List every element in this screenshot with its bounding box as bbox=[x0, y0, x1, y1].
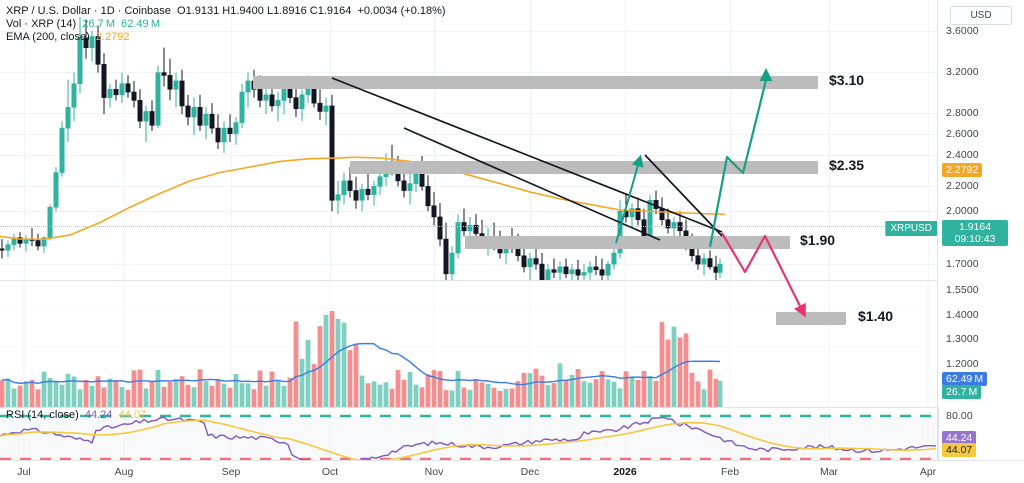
price-zone-box[interactable] bbox=[350, 161, 818, 174]
rsi-pane bbox=[0, 407, 1024, 460]
time-tick-label[interactable]: Feb bbox=[720, 466, 740, 478]
gridline-vertical bbox=[24, 0, 25, 280]
legend-sep-2: · bbox=[117, 5, 122, 17]
price-tick-label: 2.6000 bbox=[946, 128, 979, 140]
price-tick-label: 3.6000 bbox=[946, 25, 979, 37]
time-tick-label[interactable]: Dec bbox=[520, 466, 540, 478]
price-tick-label: 3.2000 bbox=[946, 66, 979, 78]
price-axis[interactable]: USD 3.6000 3.2000 2.8000 2.6000 2.4000 2.2000… bbox=[937, 0, 1024, 460]
rsi-legend-name[interactable]: RSI (14, close) bbox=[6, 409, 79, 421]
legend-sep-1: · bbox=[93, 5, 98, 17]
last-price-tag[interactable]: 1.9164 09:10:43 bbox=[942, 220, 1008, 246]
ema-legend-value: 2.2792 bbox=[95, 31, 130, 43]
pane-separator-rsi bbox=[0, 407, 938, 408]
price-value-tag[interactable]: 26.7 M bbox=[942, 385, 982, 399]
price-zone-label: $1.40 bbox=[858, 308, 894, 324]
currency-badge[interactable]: USD bbox=[950, 6, 1012, 25]
rsi-legend-value-2: 44.07 bbox=[118, 409, 147, 421]
gridline-vertical bbox=[124, 0, 125, 280]
volume-bars bbox=[0, 280, 938, 407]
rsi-series bbox=[0, 407, 938, 460]
price-zone-box[interactable] bbox=[465, 236, 790, 249]
price-tick-label: 1.2000 bbox=[946, 358, 979, 370]
rsi-value-tag[interactable]: 44.07 bbox=[942, 443, 977, 457]
time-tick-label[interactable]: Jul bbox=[17, 466, 31, 478]
pane-separator-volume bbox=[0, 280, 938, 281]
rsi-legend-value-1: 44.24 bbox=[84, 409, 113, 421]
gridline-horizontal bbox=[0, 264, 938, 265]
price-zone-label: $2.35 bbox=[829, 157, 865, 173]
volume-legend-value-2: 62.49 M bbox=[121, 18, 161, 30]
price-tick-label: 1.4000 bbox=[946, 309, 979, 321]
volume-legend-value-1: 26.7 M bbox=[82, 18, 116, 30]
legend-interval[interactable]: 1D bbox=[100, 5, 115, 17]
time-tick-label[interactable]: Aug bbox=[114, 466, 134, 478]
legend-exchange[interactable]: Coinbase bbox=[124, 5, 171, 17]
volume-plot-area[interactable] bbox=[0, 280, 938, 407]
volume-pane bbox=[0, 280, 1024, 407]
time-axis[interactable]: Jul Aug Sep Oct Nov Dec 2026 Feb Mar Apr bbox=[0, 460, 1024, 483]
time-tick-label[interactable]: 2026 bbox=[613, 466, 637, 478]
price-zone-box[interactable] bbox=[253, 76, 818, 89]
gridline-horizontal bbox=[0, 31, 938, 32]
last-price-value: 1.9164 bbox=[958, 221, 992, 233]
price-tick-label: 1.3000 bbox=[946, 333, 979, 345]
time-tick-label[interactable]: Mar bbox=[819, 466, 839, 478]
volume-legend[interactable]: Vol · XRP (14) 26.7 M 62.49 M bbox=[6, 18, 160, 31]
gridline-horizontal bbox=[0, 72, 938, 73]
rsi-axis-divider bbox=[938, 407, 939, 460]
time-tick-label[interactable]: Nov bbox=[424, 466, 444, 478]
last-price-line bbox=[0, 226, 938, 227]
gridline-vertical bbox=[829, 0, 830, 280]
main-legend[interactable]: XRP / U.S. Dollar · 1D · Coinbase O1.913… bbox=[6, 5, 446, 18]
price-tick-label: 1.7000 bbox=[946, 258, 979, 270]
last-price-time: 09:10:43 bbox=[954, 233, 996, 245]
price-zone-label: $1.90 bbox=[800, 232, 836, 248]
legend-change: +0.0034 (+0.18%) bbox=[357, 5, 446, 17]
price-value-tag[interactable]: 62.49 M bbox=[942, 372, 988, 386]
last-price-symbol-tag[interactable]: XRPUSD bbox=[884, 220, 938, 237]
price-zone-label: $3.10 bbox=[829, 72, 865, 88]
time-tick-label[interactable]: Oct bbox=[321, 466, 339, 478]
time-tick-label[interactable]: Sep bbox=[221, 466, 241, 478]
time-tick-label[interactable]: Apr bbox=[919, 466, 937, 478]
price-tick-label: 1.5500 bbox=[946, 284, 979, 296]
ema-legend-name[interactable]: EMA (200, close) bbox=[6, 31, 90, 43]
gridline-vertical bbox=[928, 0, 929, 280]
price-value-tag[interactable]: 2.2792 bbox=[942, 163, 983, 177]
price-tick-label: 2.8000 bbox=[946, 107, 979, 119]
ema-legend[interactable]: EMA (200, close) 2.2792 bbox=[6, 31, 130, 44]
legend-symbol[interactable]: XRP / U.S. Dollar bbox=[6, 5, 91, 17]
rsi-value-tag[interactable]: 44.24 bbox=[942, 431, 977, 445]
rsi-tick-label: 80.00 bbox=[946, 410, 973, 422]
price-tick-label: 2.2000 bbox=[946, 180, 979, 192]
rsi-legend[interactable]: RSI (14, close) 44.24 44.07 bbox=[6, 409, 146, 422]
volume-legend-name[interactable]: Vol · XRP (14) bbox=[6, 18, 77, 30]
price-tick-label: 2.4000 bbox=[946, 149, 979, 161]
rsi-ma-line bbox=[0, 419, 937, 460]
price-tick-label: 2.0000 bbox=[946, 205, 979, 217]
gridline-vertical bbox=[231, 0, 232, 280]
legend-ohlc: O1.9131 H1.9400 L1.8916 C1.9164 bbox=[177, 5, 352, 17]
price-zone-box[interactable] bbox=[776, 312, 846, 325]
volume-ma-line bbox=[1, 342, 721, 386]
rsi-plot-area[interactable] bbox=[0, 407, 938, 460]
